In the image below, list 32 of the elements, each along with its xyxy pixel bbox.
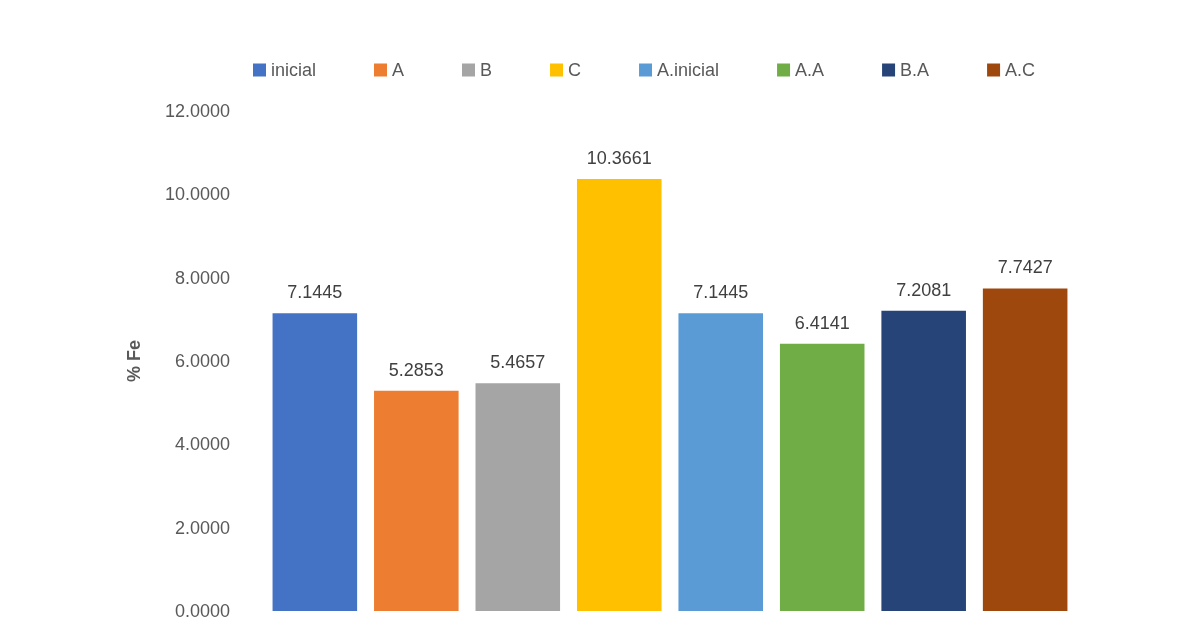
data-label: 7.7427	[997, 257, 1053, 278]
y-tick-label: 2.0000	[174, 517, 230, 538]
data-label: 7.1445	[287, 282, 343, 303]
bar	[576, 179, 662, 611]
legend-label: A	[392, 60, 405, 80]
legend-label: A.inicial	[657, 60, 720, 80]
bar	[678, 313, 764, 611]
data-label: 5.2853	[388, 359, 444, 380]
legend-label: A.A	[795, 60, 825, 80]
y-tick-label: 0.0000	[174, 601, 230, 621]
y-tick-label: 10.0000	[164, 184, 230, 205]
bar	[475, 383, 561, 611]
bar	[374, 390, 459, 611]
legend-label: B	[480, 60, 493, 80]
y-tick-label: 4.0000	[174, 434, 230, 455]
bar	[779, 343, 865, 611]
data-label: 5.4657	[490, 352, 546, 373]
data-label: 7.2081	[896, 279, 952, 300]
y-axis-title: % Fe	[124, 339, 144, 383]
data-label: 10.3661	[586, 148, 652, 169]
legend-label: inicial	[271, 60, 317, 80]
legend-label: B.A	[900, 60, 930, 80]
y-tick-label: 6.0000	[174, 351, 230, 371]
bar	[881, 310, 966, 611]
legend-label: C	[568, 60, 582, 80]
data-label: 7.1445	[693, 282, 749, 303]
y-tick-label: 8.0000	[174, 267, 230, 288]
y-tick-label: 12.0000	[164, 101, 230, 121]
legend-label: A.C	[1005, 60, 1036, 80]
bar	[982, 288, 1068, 611]
bar	[272, 313, 358, 611]
data-label: 6.4141	[794, 312, 850, 333]
